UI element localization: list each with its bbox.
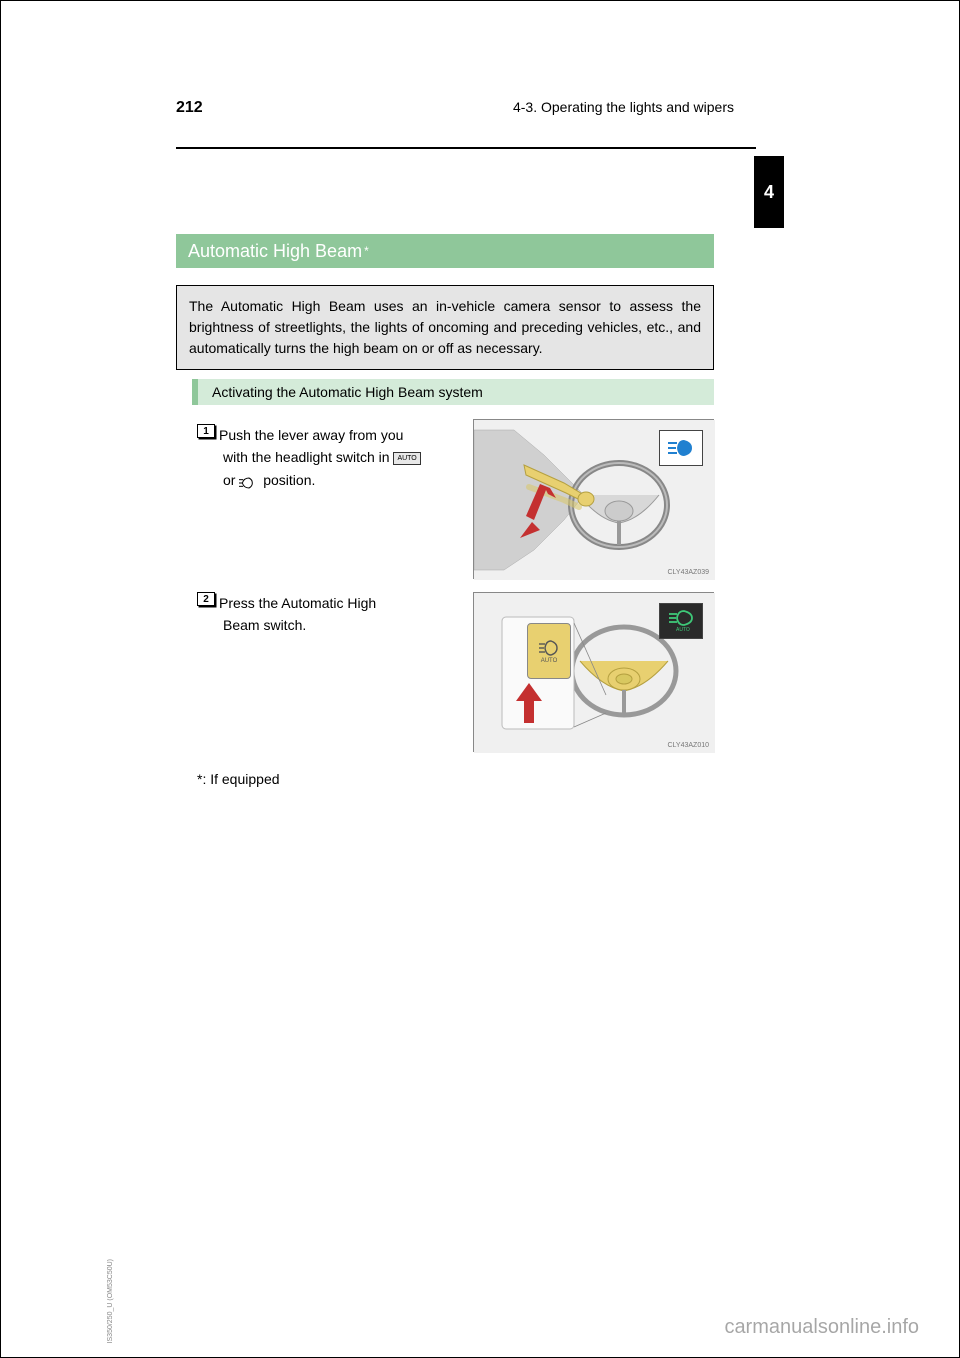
high-beam-indicator-icon: [659, 430, 703, 466]
svg-text:AUTO: AUTO: [676, 627, 690, 633]
section-title-bar: Automatic High Beam*: [176, 234, 714, 268]
auto-button-label: AUTO: [541, 658, 558, 664]
section-asterisk: *: [364, 244, 369, 258]
intro-text: The Automatic High Beam uses an in-vehic…: [189, 298, 701, 356]
chapter-tab-number: 4: [764, 182, 774, 203]
header-divider: [176, 147, 756, 149]
auto-beam-icon: [537, 639, 561, 657]
step-2: 2 Press the Automatic High Beam switch.: [197, 592, 461, 637]
subsection-title: Activating the Automatic High Beam syste…: [212, 384, 483, 400]
figure-2-code: CLY43AZ010: [667, 742, 709, 749]
step-1-line3-post: position.: [263, 472, 315, 488]
step-number-icon: 2: [197, 592, 215, 606]
step-2-line2: Beam switch.: [223, 617, 306, 633]
red-arrow-up-icon: [514, 683, 544, 723]
site-watermark: carmanualsonline.info: [724, 1316, 919, 1339]
step-2-line1: Press the Automatic High: [219, 595, 376, 611]
headlight-icon: [239, 474, 259, 488]
step-1-line1: Push the lever away from you: [219, 427, 403, 443]
step-1: 1 Push the lever away from you with the h…: [197, 424, 461, 491]
auto-high-beam-button: AUTO: [527, 623, 571, 679]
page-number: 212: [176, 99, 203, 117]
intro-description-box: The Automatic High Beam uses an in-vehic…: [176, 285, 714, 370]
step-2-body: 2 Press the Automatic High Beam switch.: [197, 592, 461, 637]
manual-page: 212 4-3. Operating the lights and wipers…: [0, 0, 960, 1358]
step-number-icon: 1: [197, 424, 215, 438]
step-1-line3-pre: or: [223, 472, 239, 488]
auto-mode-icon: AUTO: [393, 452, 420, 465]
step-1-body: 1 Push the lever away from you with the h…: [197, 424, 461, 491]
chapter-reference: 4-3. Operating the lights and wipers: [513, 99, 734, 115]
step-1-line2: with the headlight switch in: [223, 449, 390, 465]
auto-high-beam-indicator-icon: AUTO: [659, 603, 703, 639]
doc-code: IS350/250_U (OM53C50U): [107, 1259, 114, 1343]
figure-lever-push: CLY43AZ039: [473, 419, 714, 579]
subsection-title-bar: Activating the Automatic High Beam syste…: [192, 379, 714, 405]
figure-button-press: AUTO AUTO CLY43AZ010: [473, 592, 714, 752]
chapter-tab: 4: [754, 156, 784, 228]
dash-button-panel: AUTO: [514, 623, 584, 733]
figure-1-code: CLY43AZ039: [667, 569, 709, 576]
footnote: *: If equipped: [197, 771, 280, 787]
section-title: Automatic High Beam: [188, 241, 362, 262]
